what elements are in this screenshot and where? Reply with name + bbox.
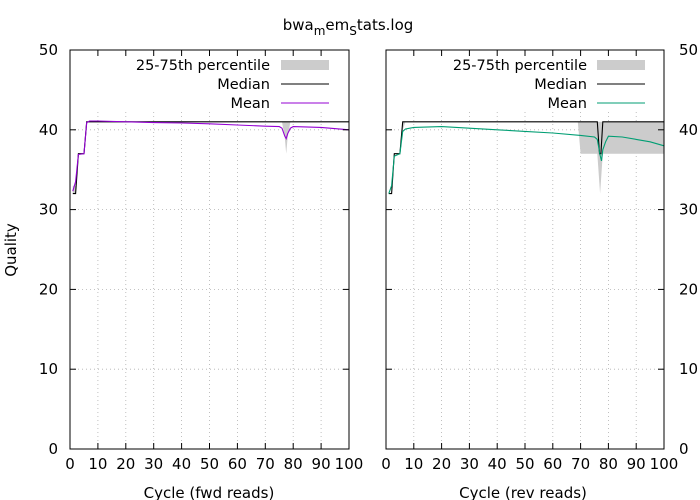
x-tick-label: 10 — [88, 455, 107, 473]
x-tick-label: 30 — [144, 455, 163, 473]
legend-label-mean: Mean — [230, 96, 270, 112]
plot-fwd: 0 10 20 30 40 50 60 70 80 90 100 0 10 20 30 40 50 Cycle … — [2, 41, 363, 500]
legend-label-band: 25-75th percentile — [136, 58, 270, 74]
title-part: em — [325, 16, 349, 34]
x-tick-label: 60 — [543, 455, 562, 473]
legend-label-median: Median — [534, 77, 587, 93]
x-tick-label: 80 — [599, 455, 618, 473]
mean-line — [72, 120, 350, 192]
x-tick-label: 20 — [432, 455, 451, 473]
median-line — [72, 121, 349, 195]
legend-label-median: Median — [217, 77, 270, 93]
y-tick-label: 30 — [679, 201, 698, 219]
x-tick-label: 70 — [571, 455, 590, 473]
plot-frame — [69, 49, 350, 450]
y-tick-label: 50 — [679, 41, 698, 59]
x-tick-label: 70 — [256, 455, 275, 473]
y-tick-label: 0 — [679, 440, 689, 458]
title-subscript: m — [314, 24, 326, 38]
title-part: bwa — [283, 16, 314, 34]
plot-frame — [385, 49, 665, 450]
y-axis-label: Quality — [2, 223, 20, 277]
x-tick-label: 50 — [515, 455, 534, 473]
y-tick-label: 20 — [679, 280, 698, 298]
x-tick-label: 80 — [284, 455, 303, 473]
title-part: tats.log — [357, 16, 413, 34]
x-tick-label: 90 — [312, 455, 331, 473]
grid-lines — [386, 112, 664, 449]
y-tick-label: 50 — [39, 41, 58, 59]
legend-label-band: 25-75th percentile — [453, 58, 587, 74]
legend: 25-75th percentile Median Mean — [136, 58, 329, 112]
mean-line — [388, 126, 665, 194]
percentile-band — [388, 121, 664, 194]
axis-ticks: 0 10 20 30 40 50 60 70 80 90 100 0 10 20 30 40 50 — [39, 41, 363, 473]
legend: 25-75th percentile Median Mean — [453, 58, 645, 112]
x-tick-label: 0 — [65, 455, 75, 473]
percentile-band — [72, 121, 350, 194]
series-lines — [72, 120, 350, 195]
x-tick-label: 40 — [488, 455, 507, 473]
y-tick-label: 20 — [39, 280, 58, 298]
x-tick-label: 100 — [650, 455, 679, 473]
x-tick-label: 100 — [335, 455, 364, 473]
y-tick-label: 10 — [39, 360, 58, 378]
series-lines — [388, 121, 665, 195]
legend-swatch-band — [281, 60, 329, 70]
y-tick-label: 40 — [39, 121, 58, 139]
y-tick-label: 0 — [48, 440, 58, 458]
y-tick-label: 10 — [679, 360, 698, 378]
x-tick-label: 0 — [381, 455, 391, 473]
x-axis-label: Cycle (rev reads) — [459, 484, 587, 500]
legend-label-mean: Mean — [547, 96, 587, 112]
x-tick-label: 30 — [460, 455, 479, 473]
percentile-band-area — [72, 121, 350, 194]
x-tick-label: 60 — [228, 455, 247, 473]
title-subscript: S — [349, 24, 357, 38]
y-tick-label: 30 — [39, 201, 58, 219]
x-tick-label: 10 — [404, 455, 423, 473]
grid-lines — [70, 112, 349, 449]
chart-title: bwamemStats.log — [283, 16, 414, 38]
x-tick-label: 20 — [116, 455, 135, 473]
legend-swatch-band — [597, 60, 645, 70]
x-tick-label: 90 — [627, 455, 646, 473]
x-axis-label: Cycle (fwd reads) — [144, 484, 275, 500]
x-tick-label: 40 — [172, 455, 191, 473]
x-tick-label: 50 — [200, 455, 219, 473]
percentile-band-area — [388, 121, 664, 194]
y-tick-label: 40 — [679, 121, 698, 139]
